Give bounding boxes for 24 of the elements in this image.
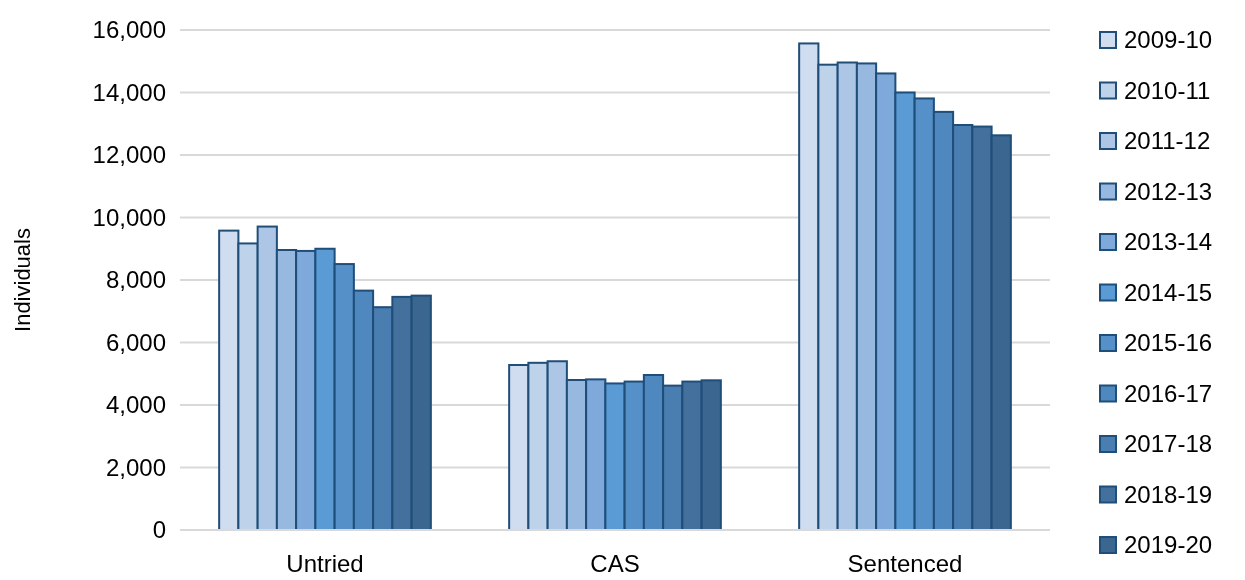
legend-label: 2015-16 — [1124, 329, 1213, 357]
y-tick-label: 8,000 — [105, 266, 166, 294]
legend-label: 2018-19 — [1124, 480, 1213, 508]
y-tick-label: 10,000 — [92, 203, 166, 231]
legend-label: 2017-18 — [1124, 430, 1213, 458]
x-tick-label: CAS — [590, 550, 640, 577]
y-tick-label: 12,000 — [92, 141, 166, 169]
y-tick-label: 4,000 — [105, 391, 166, 419]
legend-label: 2016-17 — [1124, 379, 1213, 407]
y-tick-label: 2,000 — [105, 453, 166, 481]
y-tick-label: 0 — [152, 516, 166, 544]
y-axis-title: Individuals — [10, 228, 35, 332]
y-tick-label: 6,000 — [105, 328, 166, 356]
legend-label: 2009-10 — [1124, 26, 1213, 54]
legend-label: 2014-15 — [1124, 278, 1213, 306]
y-tick-label: 14,000 — [92, 78, 166, 106]
legend-label: 2010-11 — [1124, 76, 1211, 104]
legend-label: 2013-14 — [1124, 228, 1213, 256]
x-tick-label: Untried — [286, 550, 364, 577]
x-tick-label: Sentenced — [847, 550, 963, 577]
legend-label: 2012-13 — [1124, 177, 1213, 205]
legend-label: 2011-12 — [1124, 127, 1211, 155]
legend-label: 2019-20 — [1124, 531, 1213, 559]
y-tick-label: 16,000 — [92, 16, 166, 44]
